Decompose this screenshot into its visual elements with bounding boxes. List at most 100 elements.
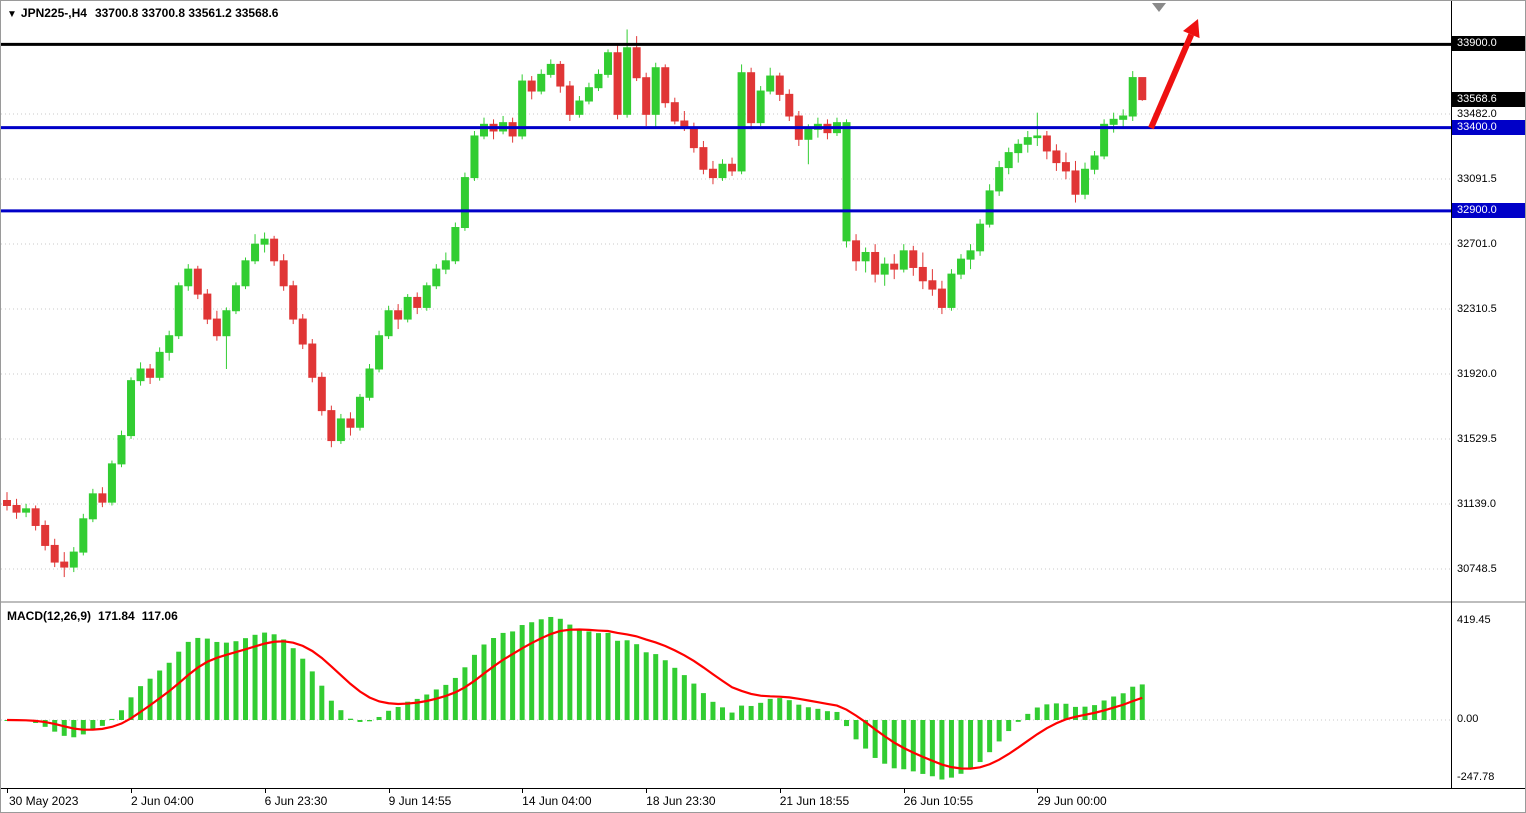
- macd-bar: [643, 652, 649, 720]
- candle-body: [317, 376, 326, 412]
- macd-bar: [691, 683, 697, 720]
- macd-indicator-canvas[interactable]: [1, 603, 1451, 788]
- candle-body: [117, 435, 126, 465]
- macd-bar: [128, 697, 134, 720]
- candle-body: [1109, 118, 1118, 125]
- macd-axis-max: 419.45: [1457, 614, 1491, 626]
- macd-bar: [910, 720, 916, 772]
- macd-bar: [720, 707, 725, 720]
- candle-body: [842, 122, 851, 242]
- chart-shift-marker-icon[interactable]: [1152, 3, 1166, 12]
- macd-bar: [672, 667, 678, 720]
- candle-body: [928, 280, 937, 290]
- macd-bar: [262, 632, 268, 720]
- pane-splitter[interactable]: [1, 601, 1525, 603]
- candle-body: [861, 251, 870, 262]
- candle-body: [642, 77, 651, 115]
- candle-body: [346, 418, 355, 428]
- macd-axis-min: -247.78: [1457, 771, 1495, 783]
- macd-bar: [1053, 703, 1059, 720]
- macd-bar: [367, 720, 373, 722]
- macd-bar: [433, 689, 439, 720]
- macd-bar: [1082, 706, 1088, 720]
- candle-body: [1119, 115, 1128, 120]
- candle-body: [222, 310, 231, 337]
- macd-bar: [500, 632, 506, 720]
- price-axis[interactable]: 33482.0 33091.5 32701.0 32310.5 31920.0 31529…: [1452, 1, 1525, 788]
- candle-body: [355, 396, 364, 428]
- macd-bar: [624, 640, 630, 720]
- candle-body: [413, 296, 422, 308]
- time-axis-tick: [1037, 789, 1039, 793]
- arrow-head-icon: [1183, 19, 1200, 39]
- time-axis[interactable]: 30 May 2023 2 Jun 04:00 6 Jun 23:30 9 Jun 1…: [1, 789, 1525, 812]
- macd-bar: [328, 700, 334, 720]
- macd-bar: [1072, 706, 1078, 720]
- macd-bar: [424, 694, 430, 720]
- price-tick-label: 32701.0: [1457, 237, 1497, 250]
- candle-body: [231, 285, 240, 312]
- macd-bar: [90, 720, 96, 730]
- macd-bar: [214, 641, 220, 720]
- macd-bar: [1006, 720, 1012, 732]
- macd-bar: [204, 638, 210, 720]
- candle-body: [394, 310, 403, 320]
- candle-body: [480, 123, 488, 137]
- macd-axis-zero: 0.00: [1457, 713, 1479, 725]
- candle-body: [584, 87, 593, 102]
- candle-body: [460, 177, 469, 229]
- macd-bar: [185, 641, 191, 720]
- candle-body: [203, 293, 212, 320]
- candle-body: [976, 223, 985, 252]
- candle-body: [98, 493, 107, 503]
- price-tick-label: 33091.5: [1457, 172, 1497, 185]
- candle-body: [1023, 137, 1032, 145]
- price-tick-label: 31920.0: [1457, 367, 1497, 380]
- macd-bar: [567, 624, 573, 720]
- macd-bar: [233, 641, 239, 720]
- candle-body: [336, 418, 345, 442]
- macd-bar: [338, 710, 344, 720]
- candle-body: [699, 147, 708, 170]
- candle-body: [957, 258, 965, 275]
- macd-bar: [1063, 703, 1069, 720]
- macd-bar: [939, 720, 945, 780]
- resistance-price-badge: 33900.0: [1452, 36, 1525, 52]
- macd-bar: [510, 631, 516, 720]
- macd-bar: [653, 654, 659, 720]
- macd-bar: [1034, 707, 1040, 720]
- candle-body: [737, 72, 746, 172]
- trend-arrow[interactable]: [1148, 19, 1200, 130]
- candle-body: [165, 335, 174, 353]
- candle-body: [623, 47, 632, 115]
- macd-bar: [739, 705, 745, 720]
- candle-body: [50, 544, 59, 563]
- macd-bar: [767, 698, 773, 720]
- candle-body: [1052, 150, 1061, 164]
- candle-body: [212, 318, 221, 337]
- macd-bar: [834, 711, 840, 720]
- candle-body: [1042, 135, 1051, 152]
- macd-bar: [405, 701, 411, 720]
- candle-body: [1100, 123, 1109, 157]
- current-price-badge: 33568.6: [1452, 91, 1525, 107]
- time-axis-label: 6 Jun 23:30: [264, 794, 328, 808]
- macd-bar: [395, 706, 401, 720]
- macd-bar: [386, 710, 392, 720]
- candle-body: [995, 167, 1004, 192]
- candle-body: [79, 518, 88, 553]
- candle-body: [384, 310, 393, 337]
- price-chart-canvas[interactable]: [1, 1, 1451, 602]
- candle-body: [12, 504, 21, 513]
- candle-body: [441, 260, 450, 270]
- macd-bar: [42, 720, 48, 727]
- time-axis-tick: [388, 789, 390, 793]
- macd-histogram: [4, 616, 1145, 780]
- macd-bar: [147, 678, 153, 720]
- macd-bar: [605, 632, 611, 720]
- macd-indicator-label: MACD(12,26,9) 171.84 117.06: [7, 609, 185, 623]
- candle-body: [241, 260, 250, 287]
- macd-bar: [948, 720, 954, 778]
- macd-bar: [1120, 693, 1126, 720]
